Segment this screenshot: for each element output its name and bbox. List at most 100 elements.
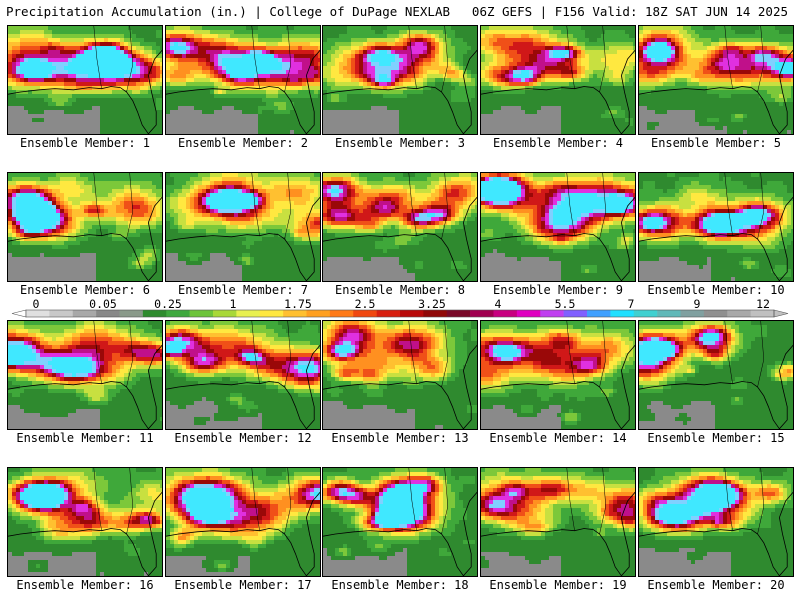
state-border bbox=[566, 173, 575, 236]
state-border bbox=[126, 321, 134, 388]
colorbar-segment bbox=[142, 310, 167, 317]
state-border bbox=[441, 173, 449, 240]
coastline bbox=[639, 49, 793, 134]
map-title: Precipitation Accumulation (in.) | Colle… bbox=[6, 4, 450, 19]
ensemble-member-map bbox=[165, 172, 321, 282]
coastline bbox=[166, 344, 320, 429]
ensemble-member-map bbox=[638, 320, 794, 430]
colorbar-tick-label: 0.05 bbox=[89, 297, 117, 311]
colorbar-segment bbox=[750, 310, 775, 317]
state-border bbox=[441, 26, 449, 93]
colorbar-segment bbox=[657, 310, 681, 317]
state-border bbox=[757, 26, 765, 93]
state-border bbox=[93, 26, 102, 89]
colorbar-segment bbox=[563, 310, 588, 317]
coastline bbox=[481, 49, 635, 134]
precipitation-field bbox=[323, 173, 477, 281]
colorbar-segment bbox=[119, 310, 144, 317]
coastline bbox=[8, 344, 162, 429]
ensemble-member-map bbox=[165, 25, 321, 135]
coastline bbox=[323, 49, 477, 134]
precipitation-field bbox=[166, 26, 320, 134]
state-border bbox=[284, 26, 292, 93]
ensemble-member-label: Ensemble Member: 16 bbox=[6, 578, 164, 592]
state-border bbox=[599, 26, 607, 93]
state-border bbox=[441, 468, 449, 535]
coastline bbox=[166, 491, 320, 576]
colorbar-segment bbox=[259, 310, 284, 317]
precipitation-field bbox=[166, 173, 320, 281]
precipitation-field bbox=[481, 321, 635, 429]
ensemble-member-map bbox=[322, 25, 478, 135]
precipitation-field bbox=[166, 468, 320, 576]
precipitation-field bbox=[639, 321, 793, 429]
state-border bbox=[757, 468, 765, 535]
ensemble-member-label: Ensemble Member: 13 bbox=[321, 431, 479, 445]
coastline bbox=[639, 491, 793, 576]
colorbar-segment bbox=[236, 310, 261, 317]
ensemble-member-map bbox=[322, 172, 478, 282]
state-border bbox=[724, 321, 733, 384]
precipitation-field bbox=[323, 26, 477, 134]
ensemble-member-map bbox=[7, 25, 163, 135]
precipitation-field bbox=[166, 321, 320, 429]
model-run-info: 06Z GEFS | F156 Valid: 18Z SAT JUN 14 20… bbox=[472, 4, 788, 19]
precipitation-field bbox=[8, 321, 162, 429]
coastline bbox=[481, 491, 635, 576]
state-border bbox=[251, 26, 260, 89]
colorbar-right-arrow bbox=[773, 309, 789, 318]
state-border bbox=[408, 26, 417, 89]
colorbar-segment bbox=[353, 310, 377, 317]
precipitation-field bbox=[639, 468, 793, 576]
colorbar-segment bbox=[610, 310, 635, 317]
colorbar-segment bbox=[680, 310, 705, 317]
state-border bbox=[724, 173, 733, 236]
colorbar-segment bbox=[493, 310, 518, 317]
precipitation-field bbox=[323, 468, 477, 576]
ensemble-member-label: Ensemble Member: 2 bbox=[164, 136, 322, 150]
ensemble-member-label: Ensemble Member: 12 bbox=[164, 431, 322, 445]
state-border bbox=[126, 468, 134, 535]
ensemble-member-label: Ensemble Member: 17 bbox=[164, 578, 322, 592]
state-border bbox=[566, 26, 575, 89]
ensemble-member-map bbox=[322, 467, 478, 577]
coastline bbox=[323, 196, 477, 281]
state-border bbox=[126, 26, 134, 93]
ensemble-member-label: Ensemble Member: 6 bbox=[6, 283, 164, 297]
colorbar-segment bbox=[727, 310, 751, 317]
colorbar-segment bbox=[400, 310, 424, 317]
coastline bbox=[8, 49, 162, 134]
colorbar-tick-label: 0 bbox=[33, 297, 40, 311]
colorbar-tick-label: 0.25 bbox=[154, 297, 182, 311]
ensemble-member-map bbox=[638, 25, 794, 135]
coastline bbox=[166, 196, 320, 281]
colorbar-segment bbox=[166, 310, 190, 317]
ensemble-member-map bbox=[480, 172, 636, 282]
ensemble-member-label: Ensemble Member: 20 bbox=[637, 578, 795, 592]
state-border bbox=[566, 321, 575, 384]
ensemble-member-label: Ensemble Member: 8 bbox=[321, 283, 479, 297]
ensemble-member-map bbox=[638, 172, 794, 282]
colorbar-segment bbox=[329, 310, 354, 317]
colorbar-segment bbox=[306, 310, 331, 317]
ensemble-member-map bbox=[7, 172, 163, 282]
state-border bbox=[724, 468, 733, 531]
ensemble-member-map bbox=[7, 320, 163, 430]
state-border bbox=[284, 321, 292, 388]
ensemble-member-label: Ensemble Member: 7 bbox=[164, 283, 322, 297]
ensemble-member-label: Ensemble Member: 18 bbox=[321, 578, 479, 592]
ensemble-member-map bbox=[480, 467, 636, 577]
ensemble-member-map bbox=[480, 320, 636, 430]
precipitation-field bbox=[481, 468, 635, 576]
colorbar-segment bbox=[540, 310, 564, 317]
ensemble-member-label: Ensemble Member: 11 bbox=[6, 431, 164, 445]
ensemble-member-map bbox=[165, 467, 321, 577]
coastline bbox=[639, 196, 793, 281]
state-border bbox=[251, 321, 260, 384]
ensemble-member-map bbox=[480, 25, 636, 135]
precipitation-field bbox=[639, 173, 793, 281]
colorbar-segment bbox=[213, 310, 237, 317]
colorbar-segment bbox=[189, 310, 214, 317]
ensemble-member-label: Ensemble Member: 19 bbox=[479, 578, 637, 592]
precipitation-field bbox=[481, 173, 635, 281]
